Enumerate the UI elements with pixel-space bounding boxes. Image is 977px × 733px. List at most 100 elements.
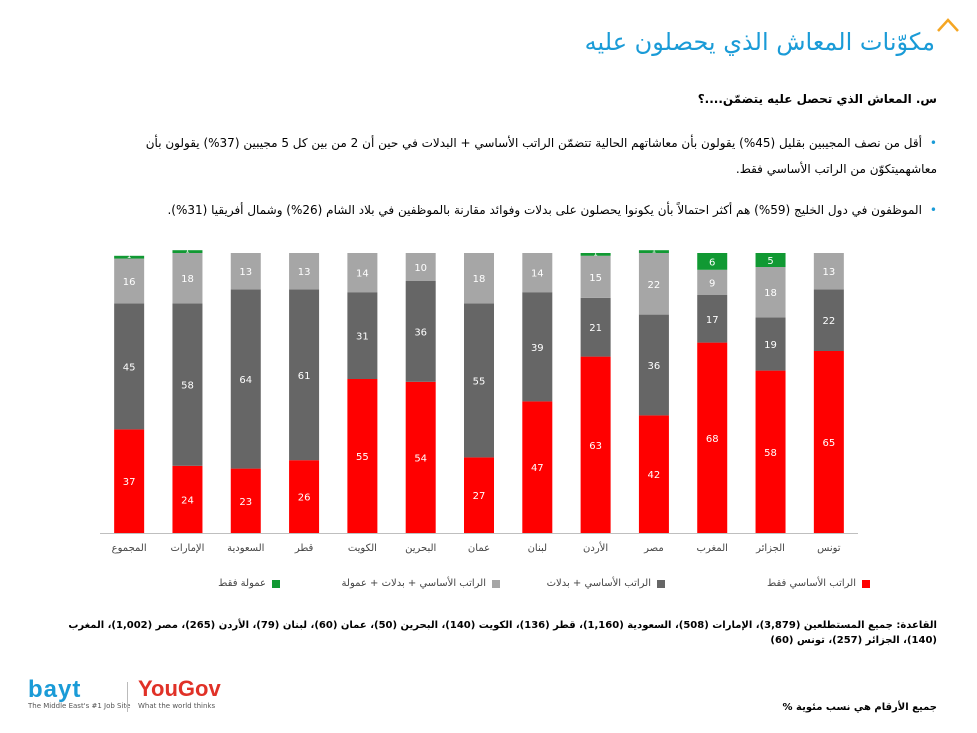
data-label: 47 <box>531 463 544 474</box>
page-title: مكوّنات المعاش الذي يحصلون عليه <box>584 28 935 56</box>
data-label: 17 <box>706 315 719 326</box>
bayt-logo-tagline: The Middle East's #1 Job Site <box>28 702 131 710</box>
bar-segment <box>405 381 436 533</box>
bullet-dot-icon: • <box>929 203 937 217</box>
data-label: 36 <box>414 327 427 338</box>
bar-segment <box>347 253 378 293</box>
bullet-text-2: الموظفون في دول الخليج (59%) هم أكثر احت… <box>167 203 922 217</box>
bar-segment <box>230 253 261 290</box>
base-note: القاعدة: جميع المستطلعين (3,879)، الإمار… <box>68 620 937 646</box>
legend-label: الراتب الأساسي + بدلات <box>546 578 651 589</box>
bar-segment <box>464 303 494 458</box>
legend-item: عمولة فقط <box>218 578 280 589</box>
bar-segment <box>289 253 320 290</box>
bar-segment <box>172 465 203 533</box>
data-label: 21 <box>589 323 602 334</box>
data-label: 13 <box>239 267 252 278</box>
bar-segment <box>289 289 320 461</box>
bar-segment <box>638 253 669 315</box>
bar-segment <box>755 253 786 267</box>
bar-segment <box>813 351 844 533</box>
bar-segment <box>580 253 611 256</box>
data-label: 58 <box>764 448 777 459</box>
legend-swatch <box>272 579 280 588</box>
bar-segment <box>638 415 669 533</box>
bar-segment <box>230 289 261 469</box>
category-tick-label: المجموع <box>112 543 147 554</box>
bar-segment <box>114 258 145 304</box>
data-label: 45 <box>123 362 136 373</box>
bar-segment <box>813 289 844 351</box>
data-label: 5 <box>767 256 773 267</box>
data-label: 18 <box>181 274 194 285</box>
data-label: 6 <box>709 257 715 268</box>
category-tick-label: المغرب <box>697 543 728 554</box>
data-label: 1 <box>652 247 656 255</box>
bar-segment <box>347 379 378 533</box>
data-label: 37 <box>123 477 136 488</box>
category-tick-label: قطر <box>294 543 314 554</box>
chart-legend: الراتب الأساسي فقط الراتب الأساسي + بدلات… <box>150 578 870 596</box>
category-tick-label: مصر <box>643 543 664 554</box>
bar-segment <box>405 253 436 281</box>
data-label: 61 <box>298 371 311 382</box>
yougov-logo-word: YouGov <box>138 676 221 701</box>
data-label: 55 <box>473 376 486 387</box>
bar-segment <box>522 292 553 402</box>
data-label: 65 <box>822 438 835 449</box>
bar-segment <box>697 342 728 533</box>
bar-segment <box>638 314 669 416</box>
data-label: 58 <box>181 381 194 392</box>
data-label: 1 <box>185 247 189 255</box>
data-label: 39 <box>531 343 544 354</box>
legend-item: الراتب الأساسي + بدلات <box>547 578 665 589</box>
bar-segment <box>755 267 786 318</box>
bar-segment <box>289 460 320 533</box>
data-label: 16 <box>123 277 136 288</box>
bar-segment <box>405 281 436 382</box>
bar-segment <box>755 317 786 371</box>
data-label: 18 <box>764 288 777 299</box>
data-label: 19 <box>764 340 777 351</box>
yougov-logo-tagline: What the world thinks <box>138 702 216 710</box>
data-label: 13 <box>298 267 311 278</box>
data-label: 14 <box>356 269 369 280</box>
bar-segment <box>813 253 844 290</box>
bullet-point-1: •أقل من نصف المجيبين بقليل (45%) يقولون … <box>97 130 937 182</box>
title-chevron-icon <box>937 18 959 32</box>
category-tick-label: الأردن <box>583 541 608 554</box>
category-tick-label: الإمارات <box>171 543 205 554</box>
question-text: س. المعاش الذي تحصل عليه يتضمّن....؟ <box>697 92 937 106</box>
bar-segment <box>580 297 611 357</box>
data-label: 15 <box>589 273 602 284</box>
bullet-point-2: • الموظفون في دول الخليج (59%) هم أكثر اح… <box>97 197 937 223</box>
bayt-logo: bayt The Middle East's #1 Job Site <box>28 676 131 710</box>
data-label: 22 <box>822 316 835 327</box>
data-label: 26 <box>298 493 311 504</box>
category-tick-label: الجزائر <box>755 543 785 554</box>
bar-segment <box>697 253 728 270</box>
legend-label: الراتب الأساسي فقط <box>766 578 856 589</box>
category-tick-label: لبنان <box>528 543 547 554</box>
bar-segment <box>580 356 611 533</box>
bar-segment <box>638 250 669 253</box>
legend-swatch <box>657 579 665 588</box>
bullet-dot-icon: • <box>929 136 937 150</box>
bar-segment <box>172 253 203 304</box>
data-label: 31 <box>356 332 369 343</box>
legend-swatch <box>862 579 870 588</box>
bar-segment <box>114 255 145 259</box>
data-label: 1 <box>593 249 597 257</box>
category-tick-label: تونس <box>817 543 841 554</box>
bayt-logo-word: bayt <box>28 676 82 703</box>
data-label: 22 <box>648 280 661 291</box>
bar-segment <box>114 429 145 533</box>
bullet-text-1: أقل من نصف المجيبين بقليل (45%) يقولون ب… <box>145 136 937 176</box>
data-label: 64 <box>239 375 252 386</box>
bar-segment <box>522 253 553 293</box>
data-label: 42 <box>648 470 661 481</box>
bar-segment <box>522 401 553 533</box>
bar-segment <box>697 269 728 295</box>
data-label: 27 <box>473 491 486 502</box>
